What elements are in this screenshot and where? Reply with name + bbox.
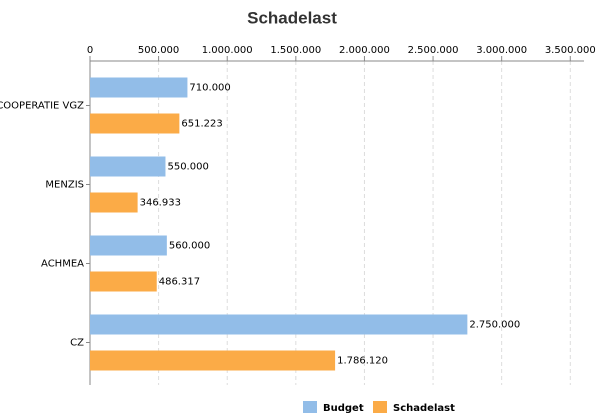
y-tick-label: COOPERATIE VGZ	[0, 101, 84, 112]
bar	[90, 350, 336, 371]
x-tick-label: 500.000	[138, 45, 179, 56]
x-tick-label: 1.500.000	[270, 45, 321, 56]
value-label: 2.750.000	[469, 320, 520, 331]
bar	[90, 113, 180, 134]
x-tick-label: 0	[87, 45, 93, 56]
value-label: 1.786.120	[337, 356, 388, 367]
bar	[90, 314, 468, 335]
legend-swatch[interactable]	[303, 401, 317, 413]
bar	[90, 192, 138, 213]
value-label: 560.000	[169, 241, 210, 252]
legend-label[interactable]: Schadelast	[393, 403, 455, 414]
y-tick-label: MENZIS	[45, 180, 84, 191]
x-tick-label: 3.500.000	[545, 45, 596, 56]
value-label: 550.000	[167, 162, 208, 173]
x-tick-label: 3.000.000	[476, 45, 527, 56]
value-label: 651.223	[181, 119, 222, 130]
x-tick-label: 2.000.000	[339, 45, 390, 56]
y-tick-label: ACHMEA	[41, 259, 84, 270]
bar	[90, 271, 157, 292]
bar	[90, 156, 166, 177]
value-label: 346.933	[140, 198, 181, 209]
value-label: 710.000	[189, 83, 230, 94]
legend-label[interactable]: Budget	[323, 403, 364, 414]
chart-title: Schadelast	[247, 8, 337, 27]
legend-swatch[interactable]	[373, 401, 387, 413]
value-label: 486.317	[159, 277, 200, 288]
bar	[90, 77, 188, 98]
x-tick-label: 1.000.000	[202, 45, 253, 56]
y-tick-label: CZ	[70, 338, 84, 349]
bar	[90, 235, 167, 256]
x-tick-label: 2.500.000	[408, 45, 459, 56]
